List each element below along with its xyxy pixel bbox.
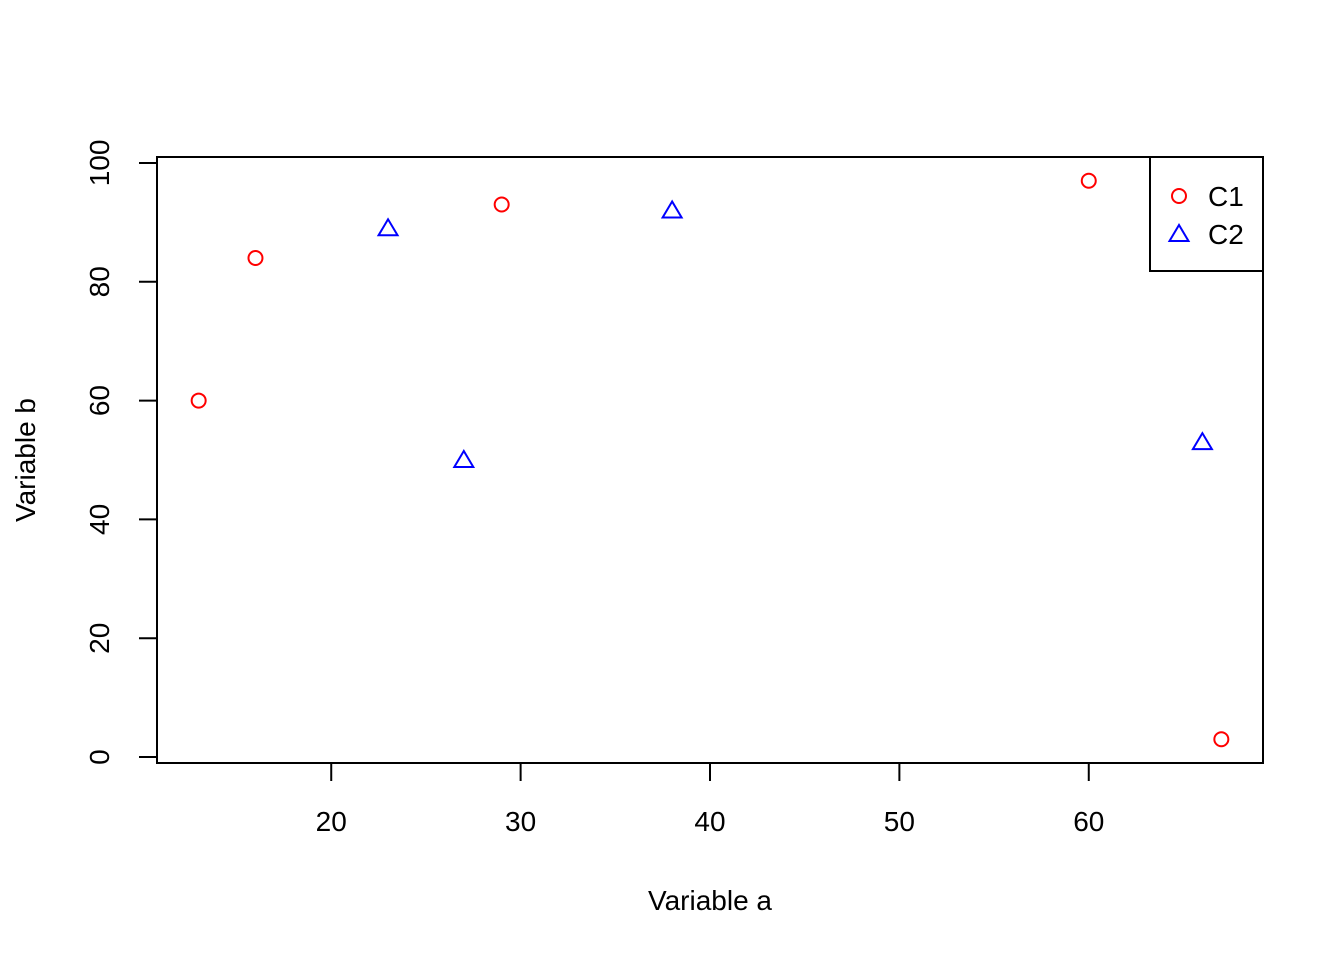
x-tick-label: 50 (884, 806, 915, 837)
data-point (660, 199, 684, 219)
y-tick-label: 80 (84, 266, 115, 297)
x-axis: 20 30 40 50 60 (316, 762, 1104, 837)
y-axis-label: Variable b (10, 398, 41, 522)
x-axis-label: Variable a (648, 885, 772, 916)
legend-marker-icon (1167, 223, 1191, 242)
y-tick-label: 20 (84, 623, 115, 654)
legend-item-c1: C1 (1171, 181, 1244, 212)
data-point (376, 217, 400, 237)
legend-label: C1 (1208, 181, 1244, 212)
y-tick-label: 0 (84, 749, 115, 765)
x-tick-label: 30 (505, 806, 536, 837)
series-c2 (376, 199, 1214, 468)
y-tick-label: 60 (84, 385, 115, 416)
data-point (1213, 731, 1230, 748)
legend-label: C2 (1208, 219, 1244, 250)
data-point (452, 449, 476, 468)
plot-frame (156, 156, 1264, 764)
y-axis: 0 20 40 60 80 100 (84, 140, 158, 765)
x-tick-label: 20 (316, 806, 347, 837)
data-point (190, 392, 207, 409)
data-point (1080, 172, 1097, 189)
legend-box (1149, 156, 1264, 272)
x-tick-label: 60 (1073, 806, 1104, 837)
data-point (493, 196, 510, 213)
plot-area (156, 156, 1264, 764)
y-tick-label: 40 (84, 504, 115, 535)
series-c1 (190, 172, 1230, 748)
points-layer (190, 172, 1230, 748)
y-tick-label: 100 (84, 140, 115, 187)
data-point (1191, 431, 1214, 451)
legend-item-c2: C2 (1167, 219, 1244, 250)
data-point (247, 250, 264, 266)
legend-marker-icon (1171, 188, 1187, 204)
x-tick-label: 40 (694, 806, 725, 837)
